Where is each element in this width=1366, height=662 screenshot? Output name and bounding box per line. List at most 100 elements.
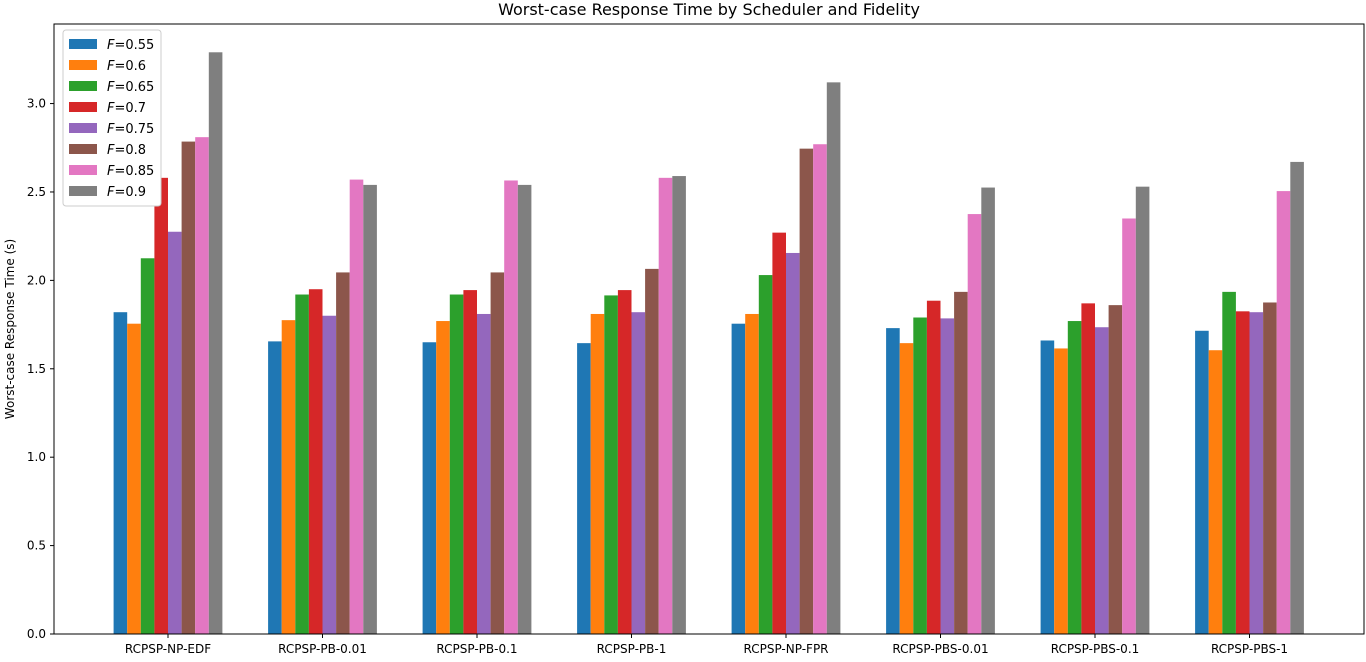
bar	[799, 148, 814, 634]
bar	[1222, 291, 1236, 634]
legend-entry: F=0.85	[107, 164, 154, 179]
legend-entry: F=0.9	[107, 185, 146, 200]
x-tick-label: RCPSP-PBS-0.01	[892, 642, 988, 656]
bar	[590, 313, 605, 634]
bar	[940, 318, 955, 634]
y-tick-label: 0.0	[27, 627, 46, 641]
bar	[195, 137, 209, 634]
bar	[349, 179, 364, 634]
legend-frame	[62, 29, 162, 207]
bar	[658, 177, 673, 634]
bar	[1235, 311, 1250, 634]
legend-entry: F=0.75	[107, 122, 154, 137]
bar	[127, 323, 141, 634]
x-tick-label: RCPSP-PB-0.01	[278, 642, 367, 656]
legend-entry: F=0.65	[107, 80, 154, 95]
bar	[1263, 302, 1277, 634]
bar	[758, 275, 773, 634]
y-axis-label: Worst-case Response Time (s)	[3, 239, 17, 419]
bar	[268, 341, 282, 634]
bar	[1276, 191, 1291, 634]
bar	[140, 258, 155, 634]
y-axis: 0.0 0.5 1.0 1.5 2.0 2.5 3.0	[27, 97, 54, 641]
bar	[517, 184, 532, 634]
bar	[208, 52, 223, 635]
bar	[926, 300, 941, 634]
bar	[913, 317, 927, 634]
bar	[577, 343, 591, 634]
bar	[449, 294, 464, 634]
bar	[504, 180, 518, 635]
legend-swatch	[69, 123, 97, 133]
bar	[672, 176, 686, 634]
x-tick-label: RCPSP-NP-EDF	[125, 642, 211, 656]
x-tick-label: RCPSP-PB-0.1	[436, 642, 517, 656]
legend-swatch	[69, 81, 97, 91]
legend-entry: F=0.7	[107, 101, 146, 116]
bar	[1135, 186, 1150, 635]
bar	[1122, 218, 1136, 635]
bar	[1290, 161, 1304, 634]
bar	[631, 312, 646, 634]
bar	[604, 295, 618, 634]
x-axis: RCPSP-NP-EDF RCPSP-PB-0.01 RCPSP-PB-0.1 RCP…	[125, 634, 1288, 656]
legend-swatch	[69, 165, 97, 175]
bar	[1249, 312, 1264, 634]
bar	[826, 82, 841, 635]
bar	[967, 214, 982, 634]
x-tick-label: RCPSP-PBS-1	[1211, 642, 1288, 656]
bar	[154, 177, 168, 634]
bars-group	[113, 52, 1304, 635]
bar	[645, 268, 659, 634]
legend-swatch	[69, 39, 97, 49]
bar	[745, 313, 759, 634]
bar	[772, 232, 786, 634]
bar	[1081, 303, 1095, 634]
bar	[477, 313, 491, 634]
bar	[436, 321, 450, 634]
bar	[1054, 348, 1068, 634]
y-tick-label: 2.0	[27, 273, 46, 287]
bar	[281, 320, 296, 634]
bar	[336, 272, 350, 634]
bar	[981, 187, 995, 635]
bar	[886, 328, 900, 634]
plot-area-frame	[53, 23, 1365, 635]
bar	[113, 312, 128, 634]
bar	[813, 144, 827, 635]
bar	[899, 343, 914, 634]
x-tick-label: RCPSP-PBS-0.1	[1051, 642, 1140, 656]
y-tick-label: 1.0	[27, 450, 46, 464]
bar	[1208, 350, 1223, 634]
bar	[168, 231, 182, 634]
bar	[363, 184, 377, 634]
legend-swatch	[69, 186, 97, 196]
bar	[1095, 327, 1109, 634]
bar	[463, 290, 477, 634]
y-tick-label: 0.5	[27, 539, 46, 553]
bar	[308, 289, 323, 634]
bar	[786, 252, 800, 634]
x-tick-label: RCPSP-NP-FPR	[743, 642, 828, 656]
legend-entry: F=0.55	[107, 38, 154, 53]
bar	[1067, 321, 1082, 634]
bar	[181, 141, 196, 634]
bar	[1195, 330, 1209, 634]
bar	[617, 290, 632, 634]
bar	[1108, 305, 1123, 634]
legend-swatch	[69, 102, 97, 112]
legend-entry: F=0.8	[107, 143, 146, 158]
chart-title: Worst-case Response Time by Scheduler an…	[498, 0, 920, 19]
y-tick-label: 1.5	[27, 362, 46, 376]
bar	[1040, 340, 1055, 634]
y-tick-label: 2.5	[27, 185, 46, 199]
legend-entry: F=0.6	[107, 59, 146, 74]
x-tick-label: RCPSP-PB-1	[597, 642, 667, 656]
y-tick-label: 3.0	[27, 97, 46, 111]
bar	[322, 315, 337, 634]
bar	[295, 294, 309, 634]
legend-swatch	[69, 144, 97, 154]
legend-swatch	[69, 60, 97, 70]
bar	[490, 272, 505, 634]
